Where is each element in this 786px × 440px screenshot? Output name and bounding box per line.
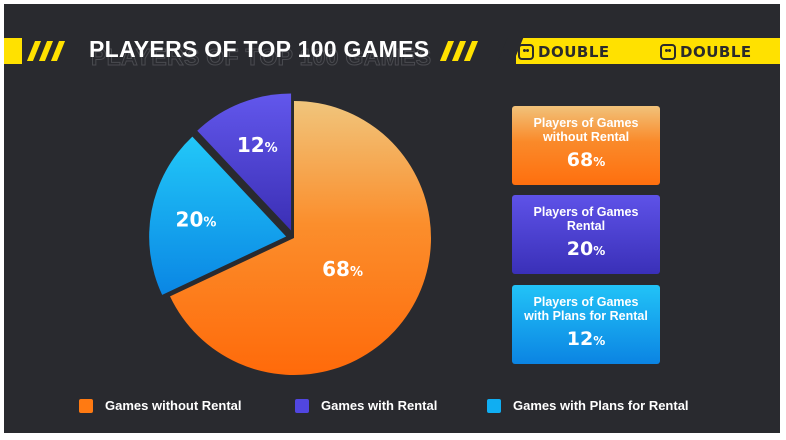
legend-item-plans-for-rental: Games with Plans for Rental — [487, 398, 689, 413]
card-value: 12% — [566, 328, 606, 350]
card-value: 68% — [566, 149, 606, 171]
pie-slice-without-rental — [170, 101, 431, 375]
card-label: Players of Games without Rental — [533, 116, 639, 144]
legend-item-with-rental: Games with Rental — [295, 398, 437, 413]
brand-icon — [660, 44, 676, 60]
header-band-right — [516, 38, 780, 64]
header-slash — [50, 41, 66, 61]
page-title-shadow: PLAYERS OF TOP 100 GAMES — [90, 44, 432, 71]
header-band-left — [4, 38, 22, 64]
brand-logo: DOUBLE — [660, 42, 752, 62]
brand-name: DOUBLE — [538, 43, 610, 61]
summary-card-without-rental: Players of Games without Rental 68% — [512, 106, 660, 185]
legend-item-without-rental: Games without Rental — [79, 398, 242, 413]
legend-swatch — [79, 398, 93, 413]
pie-label-without-rental: 68% — [322, 257, 363, 281]
card-label: Players of Games with Plans for Rental — [524, 295, 648, 323]
legend-swatch — [295, 398, 309, 413]
pie-label-with-rental: 12% — [237, 133, 278, 157]
legend-label: Games with Rental — [321, 398, 438, 413]
summary-card-plans-for-rental: Players of Games with Plans for Rental 1… — [512, 285, 660, 364]
brand-logo: DOUBLE — [518, 42, 610, 62]
pie-chart: 68% 20% 12% — [149, 93, 431, 375]
brand-icon — [518, 44, 534, 60]
pie-label-plans-for-rental: 20% — [176, 207, 217, 231]
page-title: PLAYERS OF TOP 100 GAMES — [89, 36, 430, 62]
header-slash — [463, 41, 479, 61]
card-label: Players of Games Rental — [533, 205, 639, 233]
summary-card-rental: Players of Games Rental 20% — [512, 195, 660, 274]
card-value: 20% — [566, 238, 606, 260]
legend-label: Games with Plans for Rental — [513, 398, 689, 413]
infographic-frame: PLAYERS OF TOP 100 GAMES PLAYERS OF TOP … — [4, 4, 780, 433]
pie-slice-with-rental — [197, 93, 292, 231]
header-band — [4, 38, 780, 64]
legend-label: Games without Rental — [105, 398, 242, 413]
brand-name: DOUBLE — [680, 43, 752, 61]
legend-swatch — [487, 398, 501, 413]
pie-slice-plans-for-rental — [149, 136, 287, 295]
